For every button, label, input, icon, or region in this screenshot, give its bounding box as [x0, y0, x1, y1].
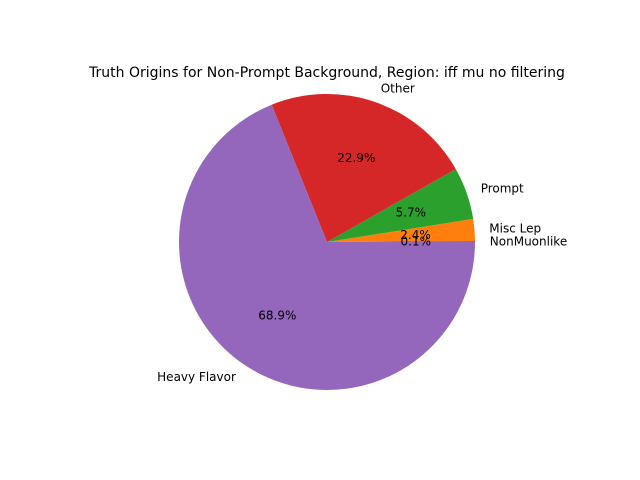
pie-slice-prompt: [327, 169, 474, 242]
slice-percent-misc-lep: 2.4%: [400, 228, 431, 242]
slice-percent-prompt: 5.7%: [396, 206, 427, 220]
slice-label-heavy-flavor: Heavy Flavor: [157, 370, 236, 384]
slice-percent-other: 22.9%: [337, 151, 375, 165]
slice-percent-heavy-flavor: 68.9%: [258, 309, 296, 323]
slice-label-prompt: Prompt: [481, 181, 524, 195]
pie-slice-nonmuonlike: [327, 241, 476, 242]
pie-slices: [179, 93, 476, 391]
slice-percent-nonmuonlike: 0.1%: [401, 235, 432, 249]
pie-slice-heavy-flavor: [179, 104, 476, 391]
pie-labels: NonMuonlike 0.1% Misc Lep 2.4% Prompt 5.7% Oth…: [157, 81, 567, 384]
slice-label-other: Other: [381, 81, 415, 95]
slice-label-misc-lep: Misc Lep: [489, 222, 541, 236]
chart-title: Truth Origins for Non-Prompt Background,…: [88, 65, 565, 81]
pie-slice-other: [271, 93, 456, 243]
pie-slice-misc-lep: [327, 218, 475, 242]
slice-label-nonmuonlike: NonMuonlike: [490, 234, 567, 248]
